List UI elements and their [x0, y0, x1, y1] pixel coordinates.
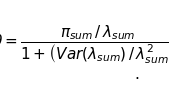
Text: $\theta = \dfrac{\pi_{sum}\,/\,\lambda_{sum}}{1+\left(\mathit{Var}(\lambda_{sum}: $\theta = \dfrac{\pi_{sum}\,/\,\lambda_{… [0, 23, 169, 66]
Text: $.$: $.$ [135, 68, 140, 82]
